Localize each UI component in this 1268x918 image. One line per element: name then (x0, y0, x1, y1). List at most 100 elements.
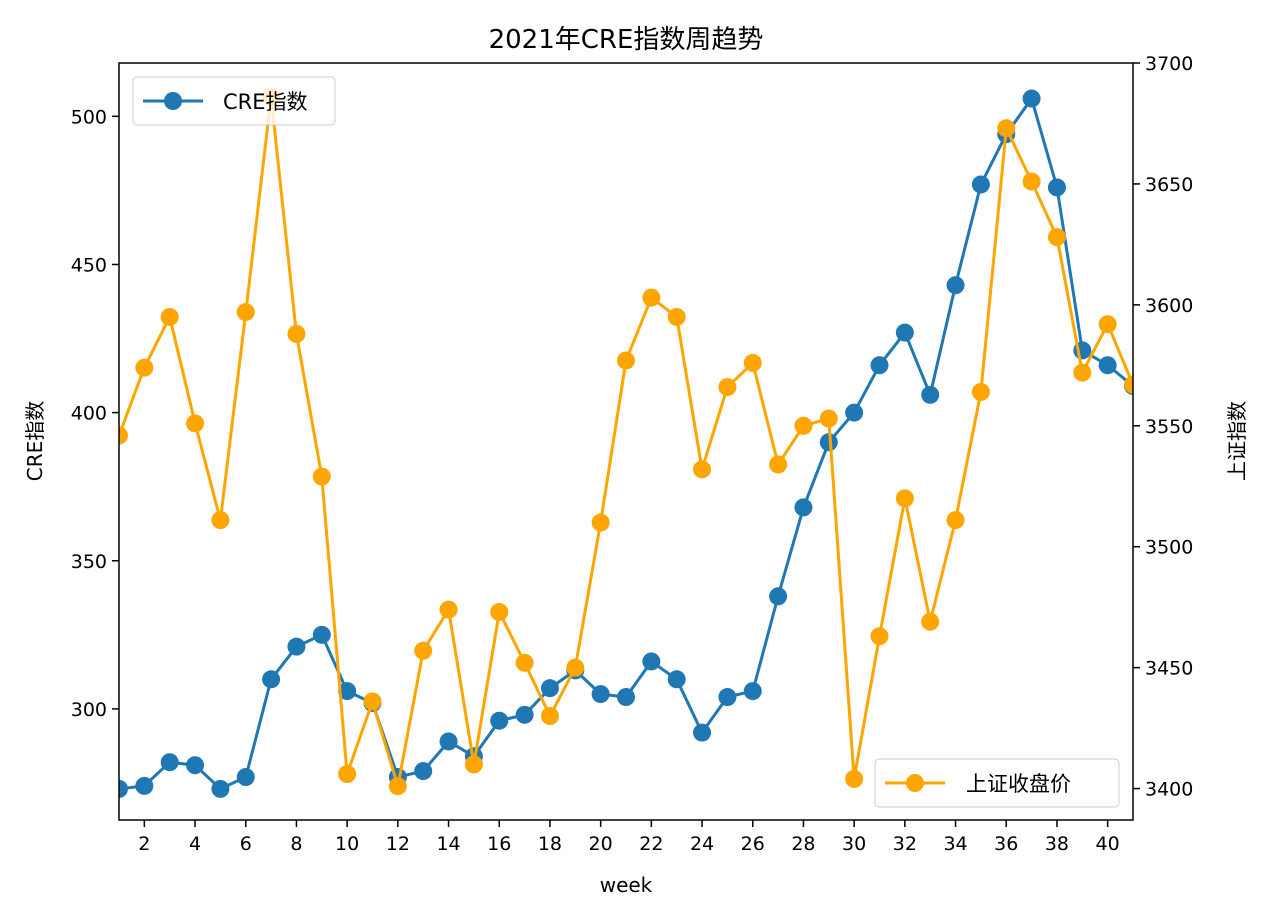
x-tick-label: 10 (335, 833, 359, 855)
series-1-point (490, 603, 509, 622)
series-1-point (693, 460, 712, 479)
series-0-point (1098, 356, 1117, 375)
series-1-point (997, 119, 1016, 138)
series-1-point (617, 351, 635, 370)
x-tick-label: 6 (240, 833, 252, 855)
series-0-point (186, 756, 205, 775)
x-tick-label: 26 (741, 833, 765, 855)
y2-tick-label: 3500 (1145, 537, 1193, 559)
series-1-point (743, 353, 762, 372)
series-0-point (718, 688, 737, 707)
series-1-point (895, 489, 914, 508)
series-0-point (236, 768, 255, 787)
x-axis-label: week (600, 873, 653, 897)
x-tick-label: 14 (436, 833, 460, 855)
series-1-point (160, 307, 179, 326)
series-0-point (262, 670, 281, 689)
x-tick-label: 32 (893, 833, 917, 855)
series-0-point (287, 637, 306, 656)
series-0-point (211, 779, 230, 798)
series-0-point (921, 385, 940, 404)
x-tick-label: 18 (538, 833, 562, 855)
series-1-point (1098, 315, 1117, 334)
legend-shanghai-marker (906, 774, 924, 792)
series-0-point (1047, 178, 1066, 197)
legend-cre-label: CRE指数 (223, 90, 308, 114)
series-1-point (819, 409, 838, 428)
series-1-point (642, 288, 661, 307)
x-tick-label: 30 (842, 833, 866, 855)
legend-shanghai-label: 上证收盘价 (966, 772, 1071, 796)
series-1-point (566, 658, 585, 677)
series-1-point (515, 653, 534, 672)
legend-shanghai-close: 上证收盘价 (874, 758, 1120, 808)
y-tick-label: 300 (71, 699, 107, 721)
y-axis-label: CRE指数 (23, 401, 47, 482)
legend-cre-marker (164, 92, 182, 110)
series-0-point (119, 779, 128, 798)
y-axis-left: 300 350 400 450 500 (71, 106, 119, 721)
series-0-point (490, 711, 509, 730)
y2-tick-label: 3550 (1145, 416, 1193, 438)
x-tick-label: 16 (487, 833, 511, 855)
x-tick-label: 28 (791, 833, 815, 855)
x-tick-label: 20 (589, 833, 613, 855)
y-tick-label: 450 (71, 254, 107, 276)
x-tick-label: 8 (290, 833, 302, 855)
series-0-point (946, 276, 965, 295)
series-0-point (1022, 89, 1041, 108)
y2-axis-label: 上证指数 (1225, 401, 1249, 481)
series-0-point (769, 587, 788, 606)
series-1-point (287, 324, 306, 343)
y2-tick-label: 3600 (1145, 295, 1193, 317)
series-0-point (794, 498, 813, 517)
series-1-point (718, 378, 737, 397)
y2-tick-label: 3400 (1145, 779, 1193, 801)
series-0-point (642, 652, 661, 671)
series-1-point (135, 358, 154, 377)
series-0-point (895, 323, 914, 342)
series-0-point (819, 433, 838, 452)
y2-tick-label: 3700 (1145, 53, 1193, 75)
series-1-point (921, 612, 940, 631)
series-1-point (464, 755, 483, 774)
x-tick-label: 36 (994, 833, 1018, 855)
series-1-point (870, 627, 889, 646)
series-0-point (338, 682, 357, 701)
series-0-point (160, 753, 179, 772)
series-0-point (515, 705, 534, 724)
series-0-point (312, 625, 331, 644)
x-tick-label: 40 (1096, 833, 1120, 855)
y-axis-right: 3400 3450 3500 3550 3600 3650 3700 (1133, 53, 1193, 801)
series-0-point (845, 403, 864, 422)
chart-title: 2021年CRE指数周趋势 (489, 25, 764, 55)
x-tick-label: 38 (1045, 833, 1069, 855)
series-0-point (693, 723, 712, 742)
series-1-point (1022, 172, 1041, 191)
series-0-point (667, 670, 686, 689)
x-tick-label: 4 (189, 833, 201, 855)
x-axis: 2 4 6 8 10 12 14 16 18 20 22 24 26 28 30 32 34 36 38 40 (138, 820, 1120, 855)
series-0-point (617, 688, 635, 707)
y-tick-label: 350 (71, 551, 107, 573)
series-1-point (363, 692, 382, 711)
series-1-point (540, 707, 559, 726)
series-1-point (388, 777, 407, 796)
series-1-point (338, 765, 357, 784)
series-1-point (439, 600, 458, 619)
series-1-point (1124, 375, 1133, 394)
series-0-point (971, 175, 990, 194)
series-1-point (1047, 228, 1066, 247)
x-tick-label: 24 (690, 833, 714, 855)
series-1-point (312, 467, 331, 486)
series-1-point (794, 416, 813, 435)
series-1-point (211, 511, 230, 530)
y-tick-label: 500 (71, 106, 107, 128)
series-1-point (186, 414, 205, 433)
series-0-point (743, 682, 762, 701)
series-0-point (591, 685, 610, 704)
y2-tick-label: 3450 (1145, 658, 1193, 680)
x-tick-label: 2 (138, 833, 150, 855)
x-tick-label: 34 (943, 833, 967, 855)
